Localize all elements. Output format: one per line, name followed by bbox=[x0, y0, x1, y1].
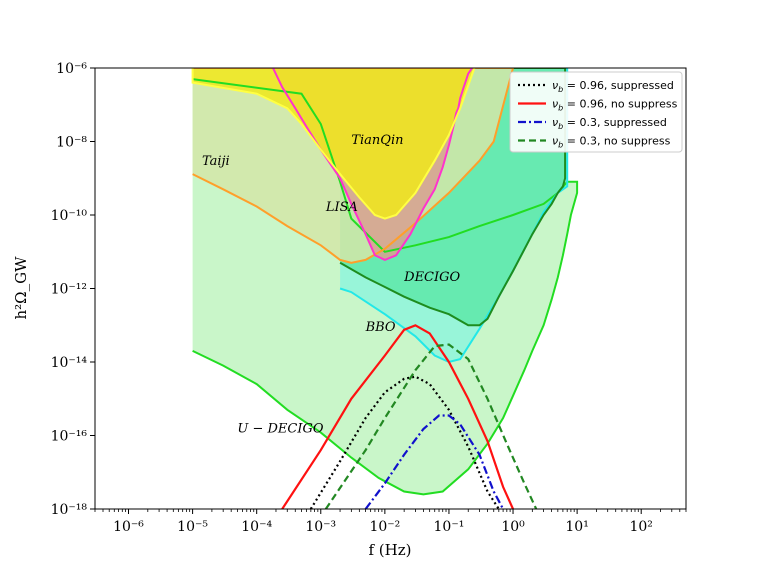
y-tick-label: 10⁻¹⁶ bbox=[51, 429, 88, 445]
region-lisa-label: LISA bbox=[325, 200, 358, 215]
x-tick-label: 10⁻² bbox=[369, 519, 400, 535]
region-u-decigo-label: U − DECIGO bbox=[237, 422, 323, 437]
region-decigo-boundary bbox=[339, 68, 567, 327]
spectrum-curves bbox=[281, 324, 538, 509]
legend-entry-4: νb = 0.3, no suppress bbox=[552, 135, 671, 150]
curve-4-b-0-3-no-suppress bbox=[324, 343, 538, 509]
legend-entry-3: νb = 0.3, suppressed bbox=[552, 116, 667, 131]
legend-entry-2: νb = 0.96, no suppress bbox=[552, 98, 678, 113]
region-tianqin-fill bbox=[192, 68, 475, 219]
y-tick-label: 10⁻¹⁰ bbox=[51, 208, 88, 224]
x-tick-label: 10⁻⁵ bbox=[177, 519, 208, 535]
y-axis-label: h²Ω_GW bbox=[12, 256, 30, 320]
x-tick-label: 10⁻³ bbox=[305, 519, 336, 535]
x-tick-label: 10⁻⁶ bbox=[113, 519, 144, 535]
region-tianqin-boundary bbox=[191, 68, 476, 220]
region-labels: U − DECIGO BBO DECIGO Taiji LISA TianQin bbox=[202, 133, 461, 436]
x-tick-label: 10¹ bbox=[565, 519, 588, 535]
legend-box bbox=[509, 71, 683, 153]
region-taiji-boundary bbox=[192, 68, 515, 264]
legend-entry-1: νb = 0.96, suppressed bbox=[552, 79, 674, 94]
y-tick-label: 10⁻¹⁸ bbox=[51, 502, 88, 518]
y-tick-label: 10⁻⁸ bbox=[56, 135, 87, 151]
region-tianqin-label: TianQin bbox=[351, 133, 403, 148]
region-bbo-boundary bbox=[339, 68, 569, 364]
x-axis-ticks: 10⁻⁶ 10⁻⁵ 10⁻⁴ 10⁻³ 10⁻² 10⁻¹ 10⁰ 10¹ 10² bbox=[94, 509, 687, 535]
region-u-decigo-boundary bbox=[192, 78, 579, 496]
region-taiji-label: Taiji bbox=[202, 154, 230, 169]
region-bbo-label: BBO bbox=[365, 320, 396, 335]
curve-2-b-0-96-no-suppress bbox=[281, 324, 515, 509]
curve-3-b-0-3-suppressed bbox=[364, 414, 505, 509]
legend: νb = 0.96, suppressed νb = 0.96, no suppr… bbox=[509, 71, 683, 153]
region-decigo-label: DECIGO bbox=[403, 270, 460, 285]
x-tick-label: 10⁻¹ bbox=[434, 519, 465, 535]
x-tick-label: 10⁻⁴ bbox=[241, 519, 272, 535]
y-tick-label: 10⁻¹⁴ bbox=[51, 355, 88, 371]
x-tick-label: 10⁰ bbox=[501, 519, 525, 535]
y-tick-label: 10⁻¹² bbox=[51, 282, 87, 298]
y-axis-ticks: 10⁻¹⁸ 10⁻¹⁶ 10⁻¹⁴ 10⁻¹² 10⁻¹⁰ 10⁻⁸ 10⁻⁶ bbox=[51, 61, 95, 518]
x-axis-label: f (Hz) bbox=[368, 541, 411, 559]
y-tick-label: 10⁻⁶ bbox=[56, 61, 87, 77]
x-tick-label: 10² bbox=[629, 519, 652, 535]
